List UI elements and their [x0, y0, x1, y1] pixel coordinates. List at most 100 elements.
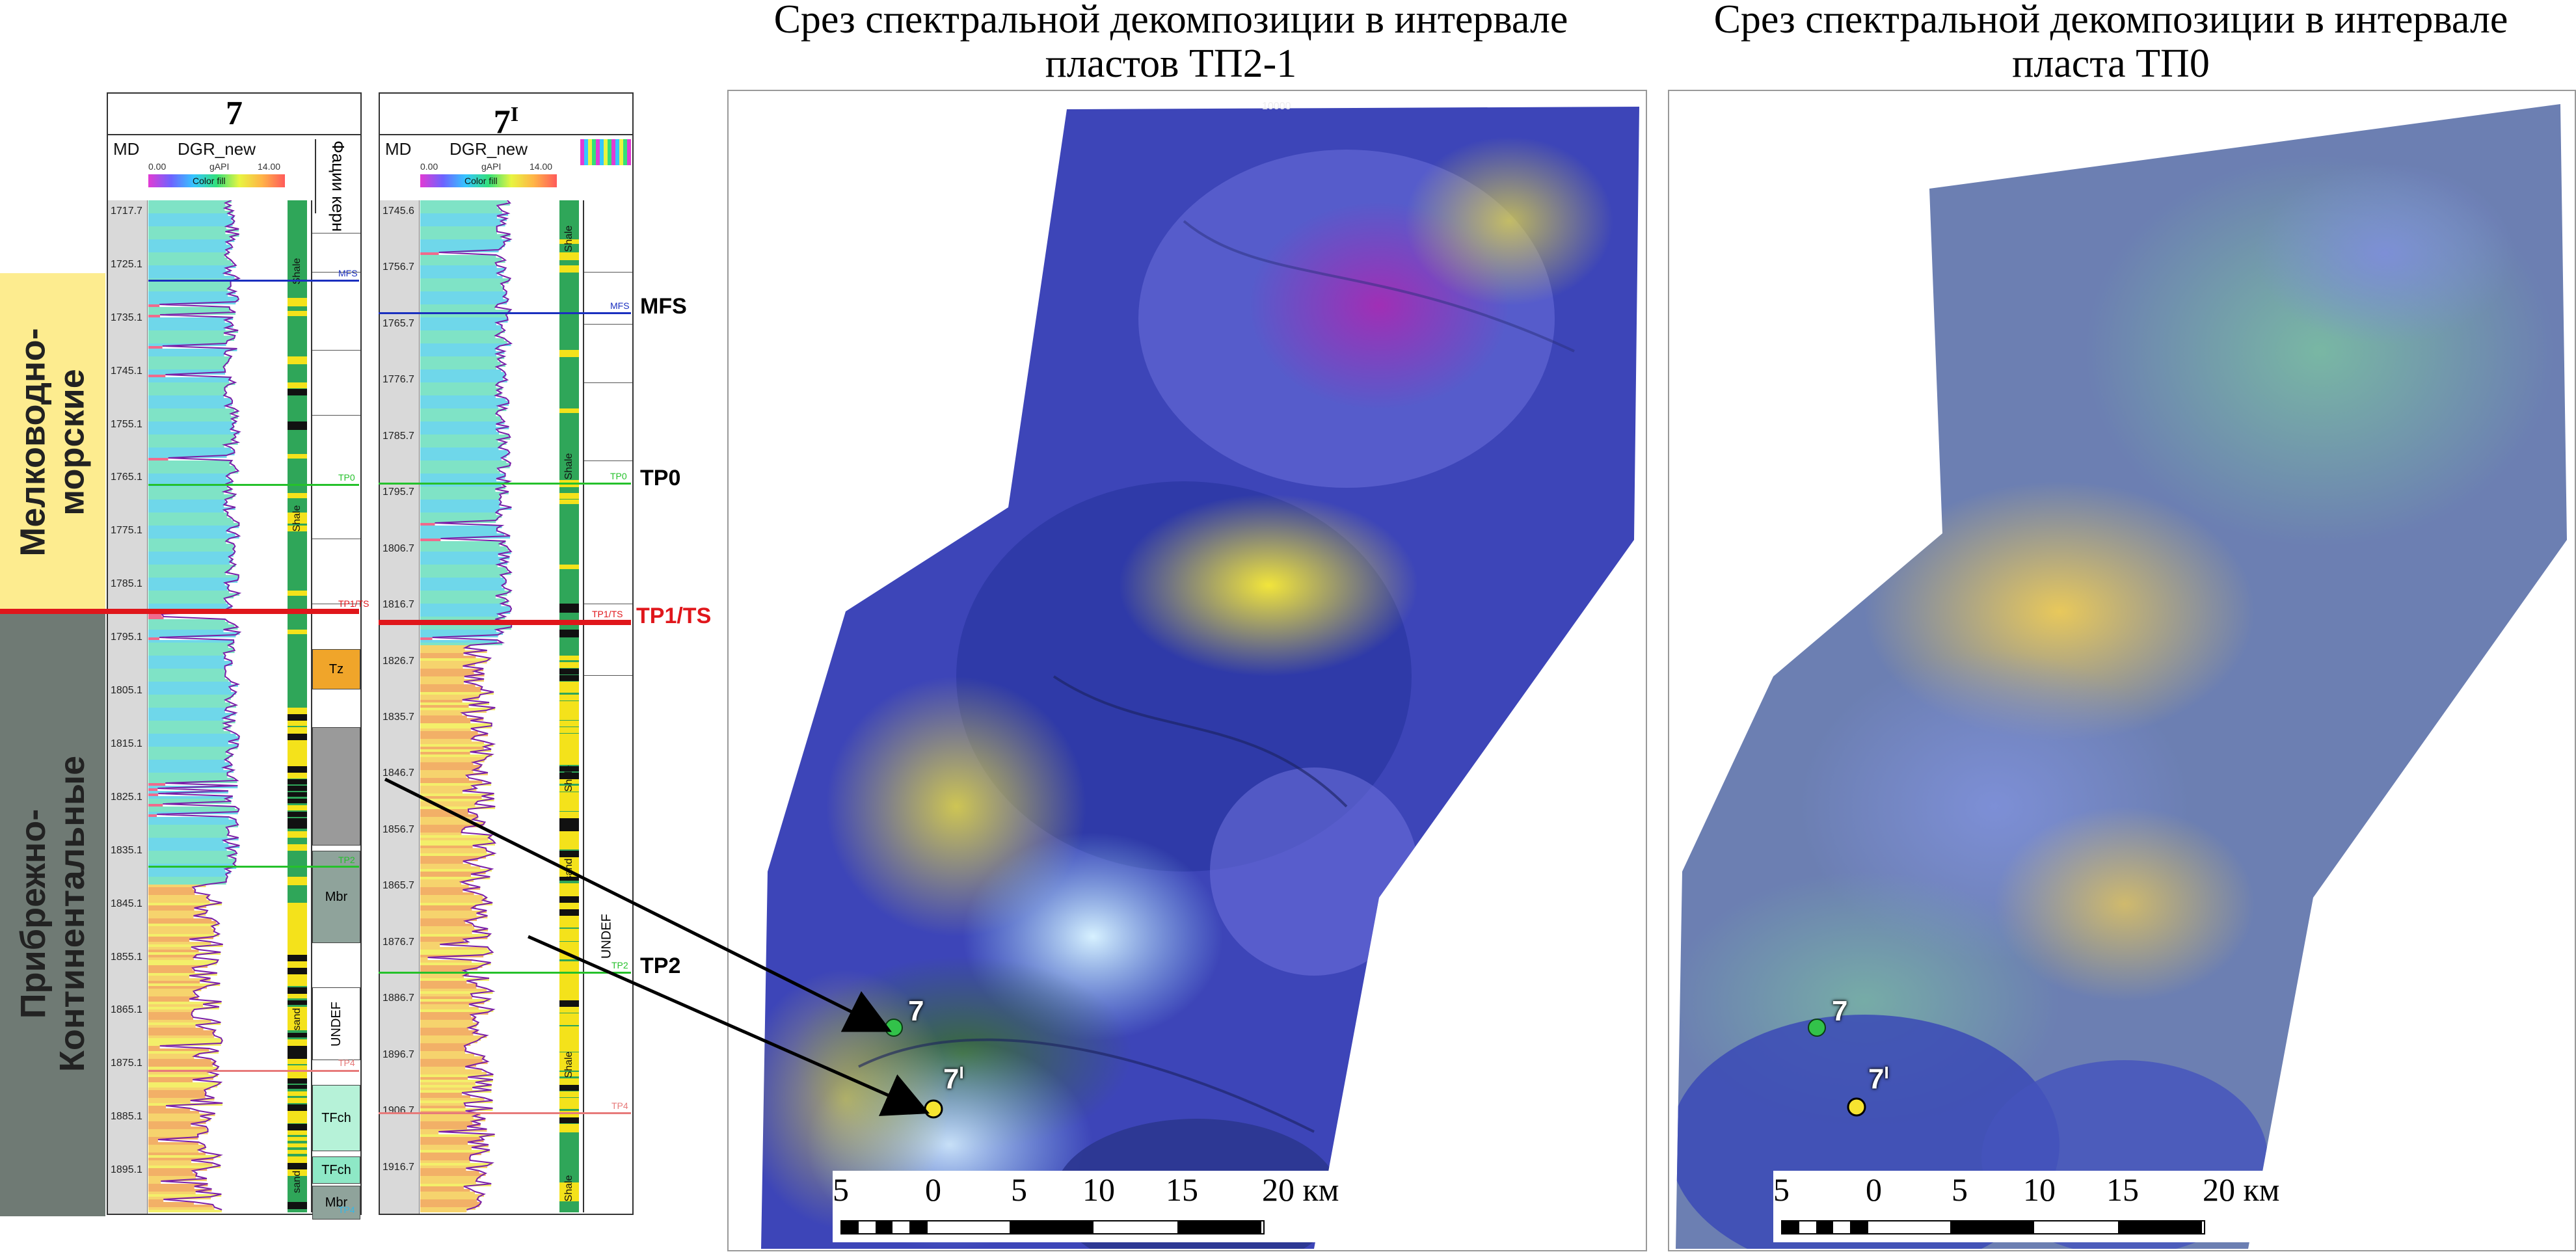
litho-label: sand — [291, 1007, 302, 1031]
litho-band — [288, 382, 307, 389]
scale-tick-label: 0 — [1866, 1171, 1882, 1208]
horizon-line — [379, 312, 631, 314]
litho-band — [288, 298, 307, 307]
depth-label: 1876.7 — [382, 936, 414, 948]
litho-band — [288, 903, 307, 910]
scale-unit: gAPI — [481, 161, 502, 172]
litho-band — [559, 760, 579, 765]
litho-band — [288, 1111, 307, 1120]
facies-box — [312, 272, 360, 351]
litho-label: Shale — [563, 225, 574, 252]
litho-band — [288, 935, 307, 943]
litho-band — [559, 981, 579, 988]
depth-label: 1835.7 — [382, 712, 414, 723]
litho-band — [288, 526, 307, 532]
depth-label: 1835.1 — [111, 844, 142, 856]
litho-band — [288, 727, 307, 734]
map-well-label-7: 7 — [1832, 995, 1848, 1027]
litho-band — [559, 922, 579, 927]
map-frame-tp2-1: 10000 7 7I 5 0 5 10 15 20 км — [727, 90, 1647, 1251]
litho-band — [288, 818, 307, 825]
depth-label: 1855.1 — [111, 951, 142, 963]
depth-label: 1856.7 — [382, 823, 414, 835]
litho-band — [559, 747, 579, 754]
facies-box — [584, 382, 632, 461]
zone-coastal-continental-label: Прибрежно- Континентальные — [14, 755, 92, 1073]
litho-band — [559, 1189, 579, 1197]
scale-tick-label: 15 — [1166, 1171, 1198, 1208]
well-log-panel-7: 7 MD DGR_new 0.00 gAPI 14.00 Color fill … — [107, 92, 362, 1220]
facies-track: UNDEF — [583, 200, 632, 1212]
depth-label: 1785.7 — [382, 430, 414, 442]
horizon-line — [379, 483, 631, 485]
facies-box — [584, 272, 632, 325]
facies-box — [584, 460, 632, 604]
litho-band — [288, 519, 307, 524]
depth-label: 1846.7 — [382, 767, 414, 779]
litho-band — [288, 714, 307, 722]
litho-band — [288, 812, 307, 818]
scale-tick-label: 5 — [1952, 1171, 1968, 1208]
litho-band — [288, 454, 307, 459]
litho-band — [288, 753, 307, 760]
depth-label: 1826.7 — [382, 655, 414, 667]
litho-band — [288, 721, 307, 727]
litho-band — [559, 1020, 579, 1026]
curve-name: DGR_new — [449, 139, 528, 159]
litho-band — [559, 675, 579, 682]
horizon-line — [148, 280, 359, 282]
litho-band — [288, 773, 307, 779]
litho-band — [559, 669, 579, 675]
zone-shallow-marine: Мелководно-морские — [0, 273, 105, 611]
litho-band — [288, 493, 307, 498]
map-title-tp2-1: Срез спектральной декомпозиции в интерва… — [773, 0, 1568, 86]
litho-band — [288, 1085, 307, 1089]
scale-tick-label: 5 — [1773, 1171, 1790, 1208]
well-title: 7I — [380, 94, 632, 140]
gr-track — [148, 200, 285, 1212]
color-fill-bar — [420, 174, 557, 187]
litho-band — [288, 1130, 307, 1135]
litho-band — [559, 727, 579, 734]
zone-coastal-continental: Прибрежно- Континентальные — [0, 611, 105, 1216]
pick-label: TP4 — [611, 1101, 628, 1111]
pick-label: MFS — [610, 300, 630, 311]
depth-column — [380, 200, 420, 1214]
horizon-line — [379, 1112, 631, 1114]
litho-band — [559, 604, 579, 613]
scale-tick-label: 20 км — [2203, 1171, 2280, 1208]
litho-label: sand — [563, 858, 574, 881]
scale-tick-label: 10 — [2023, 1171, 2056, 1208]
md-header: MD — [385, 139, 412, 159]
litho-band — [288, 708, 307, 716]
litho-band — [288, 1117, 307, 1123]
scale-subdivision — [1781, 1220, 1868, 1234]
facies-box — [584, 324, 632, 383]
color-fill-bar — [148, 174, 285, 187]
litho-band — [288, 630, 307, 634]
litho-band — [559, 734, 579, 741]
depth-label: 1776.7 — [382, 374, 414, 386]
depth-label: 1745.1 — [111, 365, 142, 377]
well-marker-7i — [1847, 1097, 1866, 1117]
horizon-line — [148, 1070, 359, 1072]
depth-label: 1725.1 — [111, 258, 142, 270]
litho-band — [559, 682, 579, 689]
litho-band — [288, 909, 307, 917]
horizon-line — [379, 620, 631, 625]
litho-band — [559, 701, 579, 709]
scale-tick-label: 15 — [2106, 1171, 2139, 1208]
litho-band — [288, 1000, 307, 1005]
litho-band — [288, 1052, 307, 1060]
spectral-map-tp2-1: 10000 — [761, 101, 1639, 1249]
horizon-line — [148, 866, 359, 868]
litho-band — [288, 916, 307, 924]
litho-band — [559, 1104, 579, 1109]
litho-band — [559, 252, 579, 260]
litho-band — [288, 799, 307, 803]
facies-box — [312, 200, 360, 233]
litho-band — [288, 825, 307, 829]
horizon-line — [379, 972, 631, 974]
color-fill-label: Color fill — [193, 176, 226, 186]
depth-label: 1886.7 — [382, 993, 414, 1004]
